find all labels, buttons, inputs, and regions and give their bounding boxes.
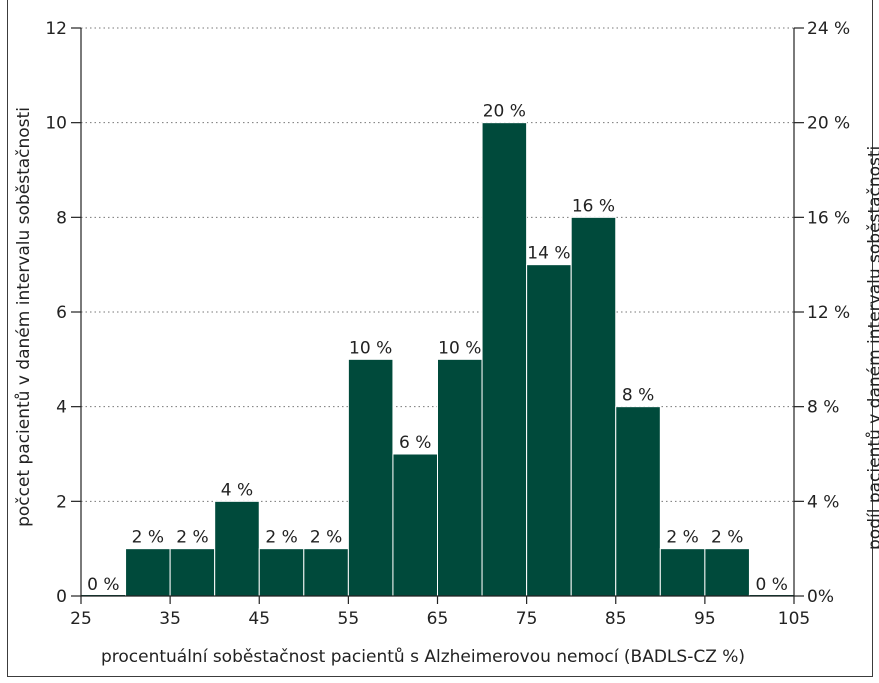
y2-axis-title: podíl pacientů v daném intervalu soběsta…: [865, 146, 879, 550]
bar-label: 20 %: [483, 102, 526, 122]
x-tick-label: 35: [159, 609, 181, 629]
histogram-bar: [347, 358, 394, 597]
y-tick-label: 8: [56, 208, 67, 228]
bar-label: 2 %: [176, 528, 208, 548]
histogram-bar: [169, 548, 216, 597]
x-tick-label: 105: [778, 609, 810, 629]
bar-label: 2 %: [310, 528, 342, 548]
bar-label: 6 %: [399, 433, 431, 453]
bar-label: 2 %: [265, 528, 297, 548]
y-tick-label: 6: [56, 303, 67, 323]
bar-label: 2 %: [711, 528, 743, 548]
bar-label: 0 %: [87, 575, 119, 595]
bars: [80, 122, 795, 597]
x-axis-title: procentuální soběstačnost pacientů s Alz…: [101, 647, 745, 667]
y2-tick-label: 8 %: [807, 398, 839, 418]
histogram-bar: [570, 216, 617, 597]
bar-label: 14 %: [527, 244, 570, 264]
axes: [71, 27, 804, 604]
y-tick-label: 10: [45, 114, 67, 134]
bar-label: 10 %: [349, 338, 392, 358]
bar-label: 4 %: [221, 480, 253, 500]
y-tick-label: 12: [45, 19, 67, 39]
histogram-bar: [481, 122, 528, 597]
histogram-bar: [704, 548, 750, 597]
histogram-bar: [437, 358, 483, 597]
histogram-bar: [615, 406, 661, 597]
histogram-bar: [214, 500, 260, 597]
y2-tick-labels: 0% 4 % 8 % 12 % 16 % 20 % 24 %: [807, 19, 850, 607]
bar-label: 8 %: [622, 386, 654, 406]
y-axis-title: počcet pacientů v daném intervalu soběst…: [14, 107, 34, 527]
histogram-bar: [125, 548, 171, 597]
y-tick-label: 2: [56, 492, 67, 512]
x-tick-label: 95: [694, 609, 716, 629]
y-tick-label: 0: [56, 587, 67, 607]
histogram-bar: [303, 548, 349, 597]
x-tick-label: 45: [248, 609, 270, 629]
y2-tick-label: 0%: [807, 587, 834, 607]
y2-tick-label: 20 %: [807, 114, 850, 134]
x-tick-label: 25: [70, 609, 92, 629]
y2-tick-label: 24 %: [807, 19, 850, 39]
x-tick-label: 55: [338, 609, 360, 629]
bar-label: 2 %: [666, 528, 698, 548]
histogram-bar: [526, 264, 572, 597]
bar-label: 10 %: [438, 338, 481, 358]
y-tick-label: 4: [56, 398, 67, 418]
x-tick-label: 75: [516, 609, 538, 629]
bar-label: 16 %: [572, 196, 615, 216]
x-tick-labels: 25 35 45 55 65 75 85 95 105: [70, 609, 810, 629]
x-tick-label: 85: [605, 609, 627, 629]
histogram-bar: [659, 548, 706, 597]
bar-label: 0 %: [756, 575, 788, 595]
y2-tick-label: 16 %: [807, 208, 850, 228]
y2-tick-label: 12 %: [807, 303, 850, 323]
bar-labels: 0 % 2 % 2 % 4 % 2 % 2 % 10 % 6 % 10 % 20 % 14 % 16 …: [87, 102, 788, 595]
y2-tick-label: 4 %: [807, 492, 839, 512]
histogram-bar: [258, 548, 305, 597]
bar-label: 2 %: [132, 528, 164, 548]
x-tick-label: 65: [427, 609, 449, 629]
y-tick-labels: 0 2 4 6 8 10 12: [45, 19, 67, 607]
histogram-bar: [392, 453, 438, 597]
